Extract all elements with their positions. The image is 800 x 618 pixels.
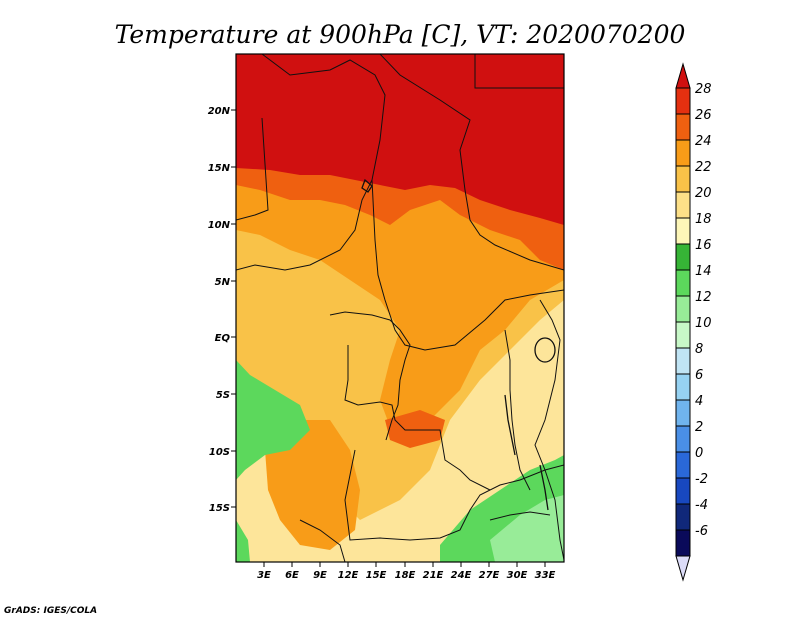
lon-label-30e: 30E (507, 570, 528, 581)
lon-label-24e: 24E (451, 570, 472, 581)
colorbar-box (675, 295, 691, 323)
colorbar-label: -4 (695, 498, 708, 513)
cool-zone-sw-coast (236, 520, 250, 562)
lat-ticks (231, 109, 236, 508)
colorbar-box (675, 373, 691, 401)
lon-ticks (263, 562, 546, 567)
cool-zone-west (236, 360, 310, 480)
colorbar-box (675, 399, 691, 427)
grads-credit: GrADS: IGES/COLA (4, 606, 97, 616)
lat-label-10s: 10S (209, 447, 230, 458)
colorbar-box (675, 477, 691, 505)
colorbar-box (675, 321, 691, 349)
colorbar-label: 22 (695, 160, 712, 175)
lon-label-15e: 15E (366, 570, 387, 581)
figure-title: Temperature at 900hPa [C], VT: 202007020… (115, 20, 686, 49)
colorbar-label: 6 (695, 368, 703, 383)
colorbar-box (675, 191, 691, 219)
colorbar-label: 0 (695, 446, 703, 461)
colorbar-box (675, 503, 691, 531)
temperature-map (236, 54, 564, 562)
colorbar-box (675, 165, 691, 193)
lake-victoria (534, 337, 556, 363)
boundary-congo-angola (344, 345, 491, 491)
colorbar-label: 28 (695, 82, 712, 97)
lon-label-18e: 18E (395, 570, 416, 581)
colorbar-arrow-bottom (675, 555, 691, 582)
cooler-zone-southeast (490, 495, 564, 562)
lon-label-27e: 27E (479, 570, 500, 581)
colorbar-box (675, 217, 691, 245)
colorbar-label: -6 (695, 524, 708, 539)
colorbar-label: 4 (695, 394, 703, 409)
latitude-axis: 20N 15N 10N 5N EQ 5S 10S 15S (208, 106, 236, 514)
longitude-axis: 3E 6E 9E 12E 15E 18E 21E 24E 27E 30E 33E (257, 562, 556, 581)
colorbar-label: 16 (695, 238, 712, 253)
colorbar-label: 10 (695, 316, 712, 331)
lake-tanganyika (504, 394, 516, 456)
boundary-cameroon-gabon (329, 311, 411, 441)
colorbar-label: 20 (695, 186, 712, 201)
lake-malawi (539, 464, 549, 511)
colorbar-box (675, 113, 691, 141)
lake-chad (361, 178, 373, 193)
sw-warm-patch (265, 420, 360, 550)
boundary-southwest (299, 519, 346, 562)
boundary-west-africa (236, 117, 269, 221)
colorbar-box (675, 87, 691, 115)
lon-label-21e: 21E (423, 570, 444, 581)
colorbar-label: 26 (695, 108, 712, 123)
colorbar-label: 14 (695, 264, 712, 279)
boundary-east-lakes (504, 329, 531, 491)
lat-label-5s: 5S (216, 390, 230, 401)
colorbar-box (675, 347, 691, 375)
lon-label-6e: 6E (285, 570, 299, 581)
colorbar-label: 18 (695, 212, 712, 227)
lakes (361, 178, 556, 511)
boundary-east (474, 54, 564, 89)
boundary-zambia-zimbabwe (489, 511, 551, 521)
lon-label-33e: 33E (535, 570, 556, 581)
colorbar-box (675, 451, 691, 479)
colorbar-label: -2 (695, 472, 708, 487)
boundary-central (371, 179, 564, 351)
colorbar-arrow-top (675, 62, 691, 89)
lat-label-20n: 20N (208, 106, 231, 117)
lat-label-15s: 15S (209, 503, 230, 514)
colorbar-box (675, 425, 691, 453)
band-26-28 (236, 54, 564, 225)
lat-label-10n: 10N (208, 220, 231, 231)
colorbar-box (675, 269, 691, 297)
colorbar-box (675, 529, 691, 557)
boundary-chad-sudan (379, 54, 564, 271)
lat-label-eq: EQ (215, 333, 231, 344)
boundary-east-coast (534, 299, 564, 561)
colorbar-label: 12 (695, 290, 712, 305)
boundary-angola-namibia (344, 449, 564, 541)
lon-label-9e: 9E (313, 570, 327, 581)
central-hot-spot (385, 410, 445, 448)
colorbar-box (675, 139, 691, 167)
country-boundaries (236, 54, 564, 562)
lat-label-15n: 15N (208, 163, 231, 174)
colorbar-label: 24 (695, 134, 712, 149)
colorbar-label: 2 (695, 420, 703, 435)
colorbar-box (675, 243, 691, 271)
lon-label-3e: 3E (257, 570, 271, 581)
shaded-temperature-field (236, 54, 564, 562)
lat-label-5n: 5N (215, 277, 231, 288)
map-frame (235, 53, 565, 563)
colorbar-label: 8 (695, 342, 703, 357)
lon-label-12e: 12E (338, 570, 359, 581)
